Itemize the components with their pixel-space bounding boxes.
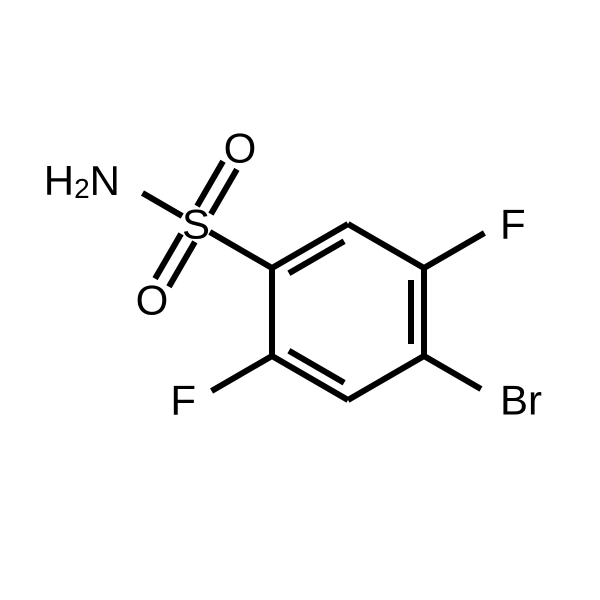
atom-F1: F <box>500 201 526 248</box>
atom-N: H2N <box>44 157 120 204</box>
atom-O2: O <box>136 277 169 324</box>
atom-F2: F <box>170 377 196 424</box>
molecule-diagram: H2N SO O F Br F <box>0 0 600 600</box>
atom-O1: O <box>224 125 257 172</box>
atom-Br: Br <box>500 377 542 424</box>
atom-S: S <box>182 201 210 248</box>
bonds-layer <box>143 161 485 400</box>
